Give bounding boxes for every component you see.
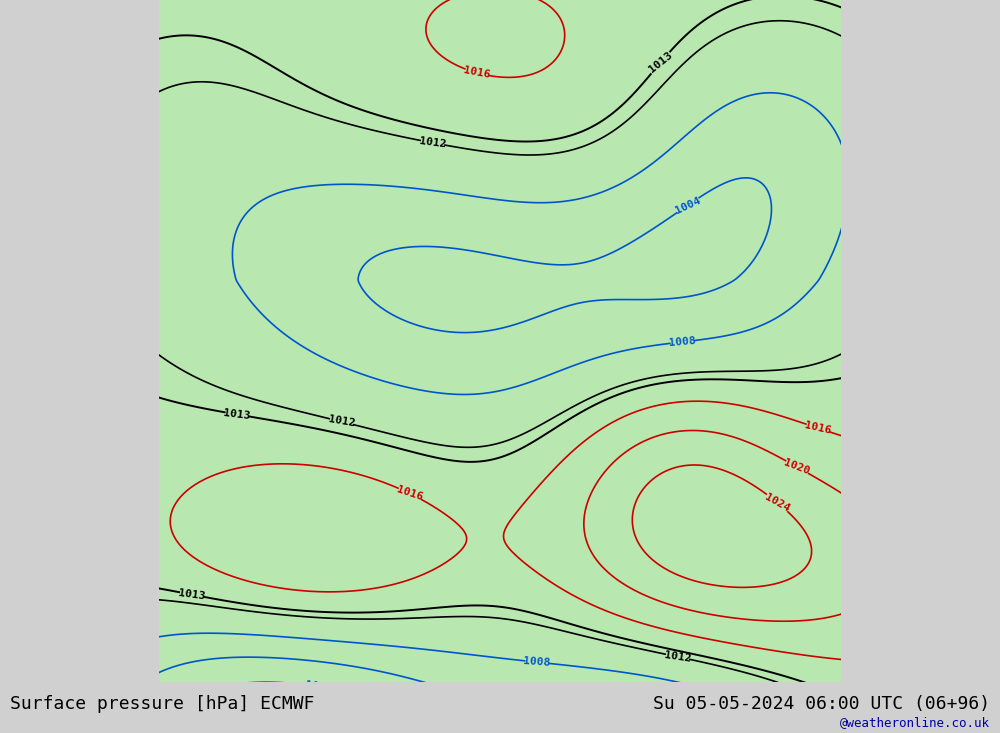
Text: 1008: 1008	[523, 656, 551, 668]
Text: 1004: 1004	[436, 682, 464, 697]
Text: 1000: 1000	[305, 680, 333, 693]
Text: 1013: 1013	[223, 408, 251, 421]
Text: 1004: 1004	[674, 195, 702, 216]
Text: 1016: 1016	[463, 65, 491, 80]
Text: Su 05-05-2024 06:00 UTC (06+96): Su 05-05-2024 06:00 UTC (06+96)	[653, 695, 990, 712]
Text: @weatheronline.co.uk: @weatheronline.co.uk	[840, 716, 990, 729]
Text: 1020: 1020	[783, 457, 811, 476]
Text: 1008: 1008	[668, 336, 696, 348]
Text: Surface pressure [hPa] ECMWF: Surface pressure [hPa] ECMWF	[10, 695, 314, 712]
Text: 1016: 1016	[395, 485, 424, 503]
Text: 1012: 1012	[327, 414, 356, 429]
Text: 1012: 1012	[663, 650, 692, 663]
Text: 1016: 1016	[804, 420, 832, 436]
Text: 1012: 1012	[419, 136, 447, 150]
Text: 1024: 1024	[763, 492, 791, 514]
Text: 1013: 1013	[647, 51, 674, 75]
Text: 1013: 1013	[177, 588, 206, 601]
